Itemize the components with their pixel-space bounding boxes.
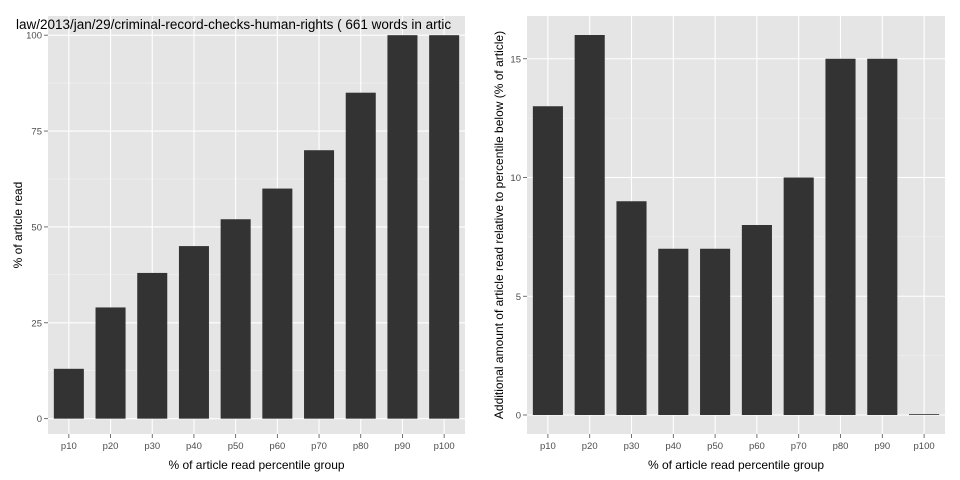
y-tick-label: 5 bbox=[516, 292, 521, 303]
x-tick-label: p90 bbox=[395, 441, 411, 452]
x-tick-label: p60 bbox=[749, 441, 765, 452]
x-axis-right: p10 p20 p30 p40 p50 p60 p70 p80 p90 p100 bbox=[540, 434, 935, 452]
y-tick-label: 75 bbox=[31, 127, 42, 138]
bar-p10 bbox=[53, 368, 84, 419]
y-tick-label: 25 bbox=[31, 318, 42, 329]
bar-p20 bbox=[574, 35, 605, 415]
x-tick-label: p70 bbox=[791, 441, 807, 452]
x-tick-label: p10 bbox=[61, 441, 77, 452]
x-tick-label: p70 bbox=[311, 441, 327, 452]
bar-p20 bbox=[95, 307, 126, 419]
y-axis-left: 0 25 50 75 100 bbox=[26, 31, 48, 425]
x-axis-title-left: % of article read percentile group bbox=[168, 458, 344, 472]
y-tick-label: 0 bbox=[37, 414, 42, 425]
bar-p30 bbox=[137, 272, 168, 419]
bar-p30 bbox=[616, 201, 647, 415]
x-tick-label: p60 bbox=[269, 441, 285, 452]
x-tick-label: p100 bbox=[434, 441, 455, 452]
bar-p70 bbox=[783, 177, 814, 415]
y-axis-title-right: Additional amount of article read relati… bbox=[492, 31, 506, 419]
bar-p90 bbox=[387, 35, 418, 419]
bar-p60 bbox=[262, 188, 293, 419]
y-tick-label: 10 bbox=[510, 173, 521, 184]
bar-p70 bbox=[304, 150, 335, 419]
bar-p40 bbox=[178, 246, 209, 419]
x-axis-left: p10 p20 p30 p40 p50 p60 p70 p80 p90 p100 bbox=[61, 434, 455, 452]
x-tick-label: p50 bbox=[228, 441, 244, 452]
bar-p90 bbox=[867, 58, 898, 415]
x-tick-label: p80 bbox=[353, 441, 369, 452]
x-tick-label: p90 bbox=[874, 441, 890, 452]
y-tick-label: 100 bbox=[26, 31, 42, 42]
bar-p50 bbox=[220, 219, 251, 419]
bar-p40 bbox=[658, 248, 689, 415]
bars-right bbox=[532, 35, 940, 415]
x-tick-label: p80 bbox=[833, 441, 849, 452]
x-tick-label: p100 bbox=[914, 441, 935, 452]
x-tick-label: p20 bbox=[103, 441, 119, 452]
x-tick-label: p30 bbox=[144, 441, 160, 452]
x-tick-label: p30 bbox=[624, 441, 640, 452]
chart-right: 0 5 10 15 p10 p20 p30 p40 p50 p60 p70 p80 p90 p100 %… bbox=[492, 16, 945, 472]
chart-title: law/2013/jan/29/criminal-record-checks-h… bbox=[16, 17, 451, 32]
bar-p80 bbox=[825, 58, 856, 415]
x-axis-title-right: % of article read percentile group bbox=[648, 458, 824, 472]
y-tick-label: 0 bbox=[516, 411, 521, 422]
bar-p50 bbox=[700, 248, 731, 415]
y-axis-right: 0 5 10 15 bbox=[510, 54, 527, 422]
bar-p80 bbox=[345, 92, 376, 419]
x-tick-label: p10 bbox=[540, 441, 556, 452]
y-tick-label: 50 bbox=[31, 222, 42, 233]
bars-left bbox=[53, 35, 460, 419]
bar-p60 bbox=[741, 225, 772, 415]
y-axis-title-left: % of article read bbox=[11, 182, 25, 269]
x-tick-label: p50 bbox=[707, 441, 723, 452]
y-tick-label: 15 bbox=[510, 54, 521, 65]
x-tick-label: p20 bbox=[582, 441, 598, 452]
bar-p100 bbox=[429, 35, 460, 419]
bar-p10 bbox=[532, 106, 563, 415]
x-tick-label: p40 bbox=[186, 441, 202, 452]
bar-p100 bbox=[909, 414, 940, 415]
x-tick-label: p40 bbox=[665, 441, 681, 452]
